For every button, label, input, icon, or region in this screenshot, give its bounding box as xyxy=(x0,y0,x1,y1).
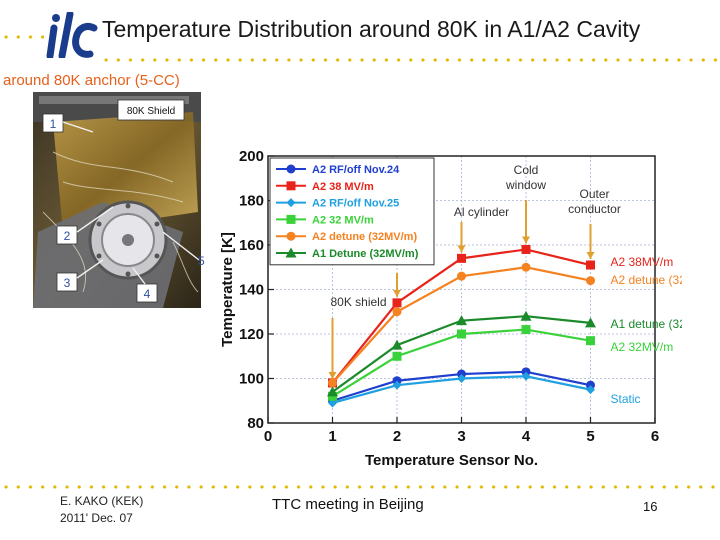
x-tick-label-2: 2 xyxy=(393,428,401,445)
legend-marker-6 xyxy=(285,247,297,258)
series-3-point-4 xyxy=(521,371,531,381)
series-3-point-2 xyxy=(392,380,402,390)
legend-label-4: A2 32 MV/m xyxy=(312,214,374,226)
end-label-1: A2 38MV/m xyxy=(611,255,674,269)
chart-axes: 0 1 2 3 4 5 6 80 100 120 140 160 180 200 Temperature S… xyxy=(219,148,659,469)
series-4-point-3 xyxy=(457,329,466,339)
y-tick-label-180: 180 xyxy=(239,193,264,210)
series-6-point-4 xyxy=(520,310,532,321)
chart-legend: A2 RF/off Nov.24 A2 38 MV/m A2 RF/off Nov.… xyxy=(269,157,435,266)
end-label-5: Static xyxy=(611,392,641,406)
series-3-point-5 xyxy=(586,385,595,395)
legend-marker-5 xyxy=(286,231,296,241)
series-5-point-1 xyxy=(328,378,337,388)
y-tick-label-200: 200 xyxy=(239,148,264,165)
temperature-chart: 0 1 2 3 4 5 6 80 100 120 140 160 180 200 Temperature S… xyxy=(212,138,682,473)
legend-marker-2 xyxy=(286,181,296,191)
x-tick-label-6: 6 xyxy=(651,428,659,445)
series-6-point-3 xyxy=(456,315,467,326)
series-4-point-5 xyxy=(586,336,595,346)
series-6-point-2 xyxy=(391,339,403,350)
series-6-point-1 xyxy=(327,386,338,397)
series-5-point-2 xyxy=(392,307,402,317)
photo-marker-2: 2 xyxy=(64,229,71,243)
legend-marker-3 xyxy=(286,198,296,208)
legend-marker-4 xyxy=(286,214,296,224)
y-tick-label-160: 160 xyxy=(239,237,264,254)
page-title: Temperature Distribution around 80K in A… xyxy=(102,16,641,42)
legend-label-2: A2 38 MV/m xyxy=(312,181,374,193)
series-6-point-5 xyxy=(585,317,596,328)
legend-box xyxy=(269,157,435,266)
dot-divider-top-left xyxy=(0,35,44,39)
subtitle: around 80K anchor (5-CC) xyxy=(3,72,180,89)
end-label-3: A1 detune (32) xyxy=(611,317,683,331)
x-tick-label-3: 3 xyxy=(457,428,465,445)
series-5-point-3 xyxy=(457,271,466,281)
legend-label-3: A2 RF/off Nov.25 xyxy=(312,198,399,210)
annotation-arrowhead-5 xyxy=(586,252,595,260)
annotation-label-1: 80K shield xyxy=(330,295,386,309)
series-3-point-3 xyxy=(457,374,466,383)
chart-series xyxy=(327,244,596,408)
photo-marker-4: 4 xyxy=(144,287,151,301)
photo-marker-5: 5 xyxy=(198,254,205,268)
y-tick-label-140: 140 xyxy=(239,282,264,299)
footer-meeting: TTC meeting in Beijing xyxy=(272,496,424,513)
series-4-point-4 xyxy=(521,325,531,335)
annotation-label-4: Cold window xyxy=(505,163,546,192)
legend-label-6: A1 Detune (32MV/m) xyxy=(312,248,419,260)
series-2-point-3 xyxy=(457,253,466,263)
chart-end-labels: A2 38MV/m A2 detune (32) A1 detune (32) A2 … xyxy=(611,255,683,406)
series-5-point-5 xyxy=(586,276,595,286)
ilc-logo xyxy=(46,12,98,58)
annotation-arrowhead-2 xyxy=(393,289,401,297)
annotation-arrowhead-1 xyxy=(328,371,337,379)
x-axis-label: Temperature Sensor No. xyxy=(365,452,538,469)
y-axis-label: Temperature [K] xyxy=(219,232,236,347)
footer-page-number: 16 xyxy=(643,499,658,514)
legend-marker-1 xyxy=(286,164,296,174)
legend-label-5: A2 detune (32MV/m) xyxy=(312,231,417,243)
dot-divider-bottom xyxy=(0,485,720,489)
x-tick-label-0: 0 xyxy=(264,428,272,445)
series-2-point-2 xyxy=(392,298,402,308)
annotation-label-3: Al cylinder xyxy=(454,205,509,219)
x-tick-label-5: 5 xyxy=(586,428,594,445)
y-tick-label-80: 80 xyxy=(247,415,264,432)
x-tick-label-4: 4 xyxy=(522,428,531,445)
x-tick-label-1: 1 xyxy=(328,428,336,445)
annotation-arrowhead-4 xyxy=(522,236,530,244)
photo-marker-3: 3 xyxy=(64,276,71,290)
legend-label-1: A2 RF/off Nov.24 xyxy=(312,164,400,176)
series-2-point-4 xyxy=(521,244,531,254)
end-label-2: A2 detune (32) xyxy=(611,273,683,287)
annotation-label-5: Outer conductor xyxy=(568,187,621,216)
footer-date: 2011' Dec. 07 xyxy=(60,511,133,525)
y-tick-label-120: 120 xyxy=(239,326,264,343)
series-2-point-5 xyxy=(586,260,595,270)
dot-divider-top xyxy=(100,58,720,62)
photo-shield-label: 80K Shield xyxy=(127,106,175,117)
cavity-photo: 80K Shield 1 2 3 4 xyxy=(33,92,201,308)
end-label-4: A2 32MV/m xyxy=(611,340,674,354)
photo-marker-1: 1 xyxy=(50,117,57,131)
y-tick-label-100: 100 xyxy=(239,371,264,388)
series-5-point-4 xyxy=(521,262,531,272)
series-4-point-2 xyxy=(392,351,402,361)
annotation-arrowhead-3 xyxy=(457,245,466,253)
footer-author: E. KAKO (KEK) xyxy=(60,494,144,508)
